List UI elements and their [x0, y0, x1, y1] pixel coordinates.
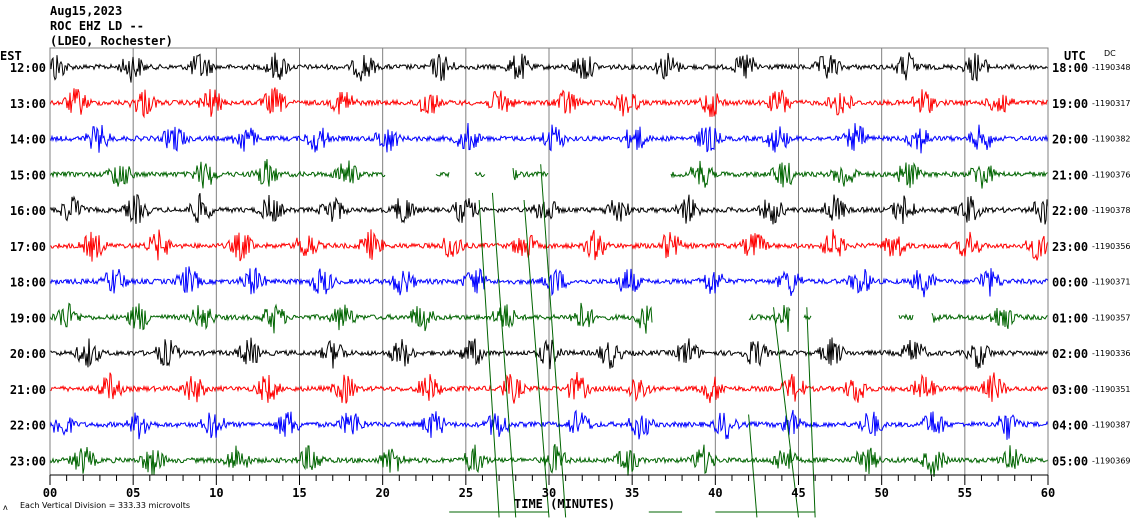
seismic-trace-row: [49, 87, 1049, 119]
dc-label: DC: [1104, 49, 1116, 58]
est-time-label: 16:00: [10, 204, 46, 218]
est-axis-label: EST: [0, 49, 22, 63]
seismic-trace-row: [49, 302, 653, 334]
est-time-label: 13:00: [10, 97, 46, 111]
est-time-label: 12:00: [10, 61, 46, 75]
utc-time-label: 02:00: [1052, 347, 1088, 361]
dc-offset-label: -1190376: [1092, 170, 1130, 179]
network-label: (LDEO, Rochester): [50, 34, 173, 48]
date-label: Aug15,2023: [50, 4, 123, 18]
event-trace: [523, 199, 550, 518]
event-trace: [540, 164, 567, 518]
utc-time-label: 04:00: [1052, 419, 1088, 433]
x-tick-label: 00: [43, 486, 57, 500]
dc-offset-label: -1190371: [1092, 278, 1130, 287]
est-time-label: 21:00: [10, 383, 46, 397]
dc-offset-label: -1190317: [1092, 99, 1130, 108]
seismic-trace-row: [931, 307, 1048, 330]
x-tick-label: 15: [292, 486, 306, 500]
utc-time-label: 18:00: [1052, 61, 1088, 75]
dc-offset-label: -1190382: [1092, 135, 1130, 144]
dc-offset-label: -1190348: [1092, 63, 1130, 72]
x-tick-label: 35: [625, 486, 639, 500]
dc-offset-label: -1190351: [1092, 385, 1130, 394]
utc-time-label: 03:00: [1052, 383, 1088, 397]
event-trace: [491, 192, 517, 518]
x-tick-label: 55: [958, 486, 972, 500]
dc-offset-label: -1190357: [1092, 313, 1130, 322]
utc-axis-label: UTC: [1064, 49, 1086, 63]
seismic-trace-row: [512, 168, 549, 181]
scale-note: Each Vertical Division = 333.33 microvol…: [20, 501, 190, 510]
scale-icon: ʌ: [3, 503, 8, 512]
seismic-trace-row: [49, 444, 1049, 477]
seismic-trace-row: [49, 122, 1049, 154]
x-tick-label: 60: [1041, 486, 1055, 500]
event-trace: [478, 199, 500, 518]
x-tick-label: 05: [126, 486, 140, 500]
est-time-label: 15:00: [10, 168, 46, 182]
x-tick-label: 50: [874, 486, 888, 500]
x-tick-label: 45: [791, 486, 805, 500]
seismic-trace-row: [49, 193, 1049, 225]
seismic-trace-row: [49, 337, 1049, 370]
dc-offset-label: -1190369: [1092, 456, 1130, 465]
seismic-trace-row: [49, 371, 1049, 404]
utc-time-label: 00:00: [1052, 276, 1088, 290]
dc-offset-label: -1190336: [1092, 349, 1130, 358]
dc-offset-label: -1190356: [1092, 242, 1130, 251]
utc-time-label: 23:00: [1052, 240, 1088, 254]
seismic-trace-row: [49, 159, 386, 189]
event-traces: [449, 164, 816, 518]
dc-offset-label: -1190387: [1092, 421, 1130, 430]
utc-time-label: 01:00: [1052, 311, 1088, 325]
est-time-label: 18:00: [10, 276, 46, 290]
est-time-label: 17:00: [10, 240, 46, 254]
seismic-trace-row: [898, 313, 914, 321]
event-trace: [806, 307, 816, 518]
x-axis-title: TIME (MINUTES): [514, 497, 615, 511]
utc-time-label: 19:00: [1052, 97, 1088, 111]
seismic-trace-row: [748, 304, 791, 332]
utc-time-label: 21:00: [1052, 168, 1088, 182]
x-tick-label: 25: [459, 486, 473, 500]
x-tick-label: 40: [708, 486, 722, 500]
seismic-trace-row: [670, 160, 1049, 189]
est-time-label: 20:00: [10, 347, 46, 361]
x-tick-label: 10: [209, 486, 223, 500]
row-labels: 12:00 18:00 -1190348 13:00 19:00 -1190317 14:0…: [10, 61, 1130, 468]
seismic-trace-row: [435, 171, 450, 178]
station-label: ROC EHZ LD --: [50, 19, 144, 33]
x-tick-label: 20: [375, 486, 389, 500]
seismic-trace-row: [49, 52, 1049, 83]
event-trace: [748, 414, 758, 518]
utc-time-label: 05:00: [1052, 454, 1088, 468]
x-tick-label: 30: [542, 486, 556, 500]
utc-time-label: 20:00: [1052, 133, 1088, 147]
event-trace: [773, 307, 799, 518]
x-axis: 00 05 10 15 20 25 30 35 40 45 50 55 60: [43, 474, 1055, 500]
est-time-label: 19:00: [10, 311, 46, 325]
est-time-label: 22:00: [10, 419, 46, 433]
grid-lines: [132, 48, 966, 475]
dc-offset-label: -1190378: [1092, 206, 1130, 215]
est-time-label: 14:00: [10, 133, 46, 147]
seismic-trace-row: [49, 229, 1049, 262]
utc-time-label: 22:00: [1052, 204, 1088, 218]
seismic-trace-row: [474, 171, 486, 178]
seismic-trace-row: [49, 409, 1049, 440]
est-time-label: 23:00: [10, 454, 46, 468]
